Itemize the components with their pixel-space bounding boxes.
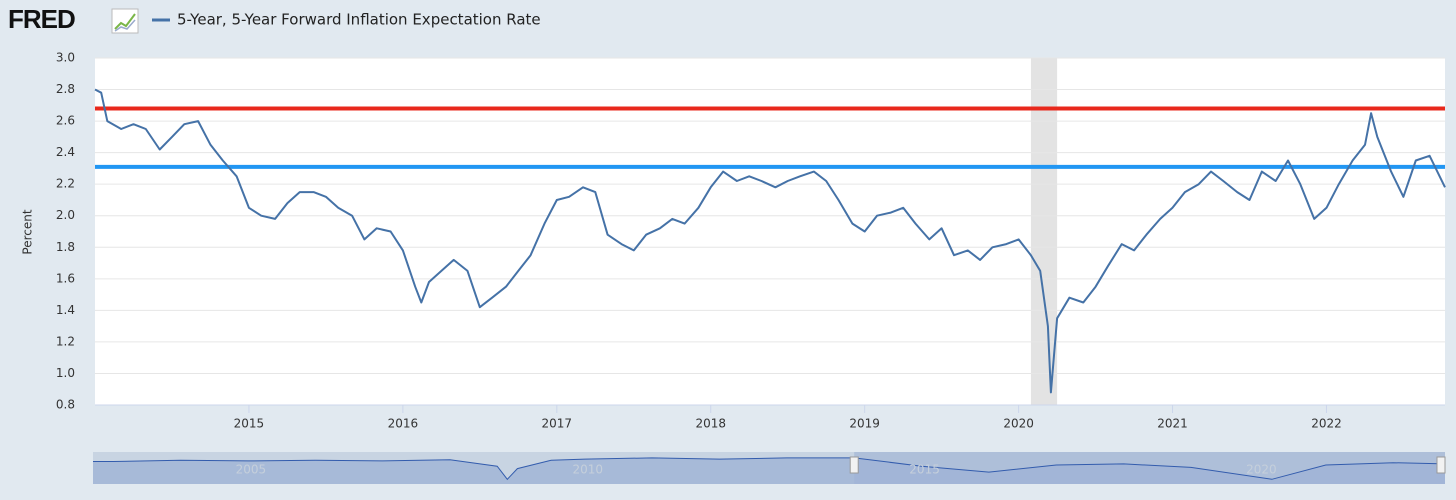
x-tick-label: 2022 [1311, 417, 1342, 431]
legend-label: 5-Year, 5-Year Forward Inflation Expecta… [177, 11, 541, 29]
navigator-tick-label: 2015 [909, 463, 940, 477]
y-axis-label: Percent [21, 209, 35, 254]
y-tick-label: 1.8 [56, 240, 75, 254]
navigator-line [93, 457, 1446, 481]
x-tick-label: 2016 [388, 417, 419, 431]
x-tick-label: 2018 [695, 417, 726, 431]
y-tick-label: 1.2 [56, 334, 75, 348]
plot-area [95, 58, 1445, 405]
y-tick-label: 2.0 [56, 208, 75, 222]
y-tick-label: 2.6 [56, 114, 75, 128]
y-tick-label: 1.0 [56, 366, 75, 380]
navigator-handle [1436, 456, 1446, 474]
x-tick-label: 2017 [542, 417, 573, 431]
x-tick-label: 2020 [1003, 417, 1034, 431]
x-tick-label: 2019 [849, 417, 880, 431]
navigator-tick-label: 2020 [1246, 463, 1277, 477]
navigator: 2005 2010 2015 2020 [93, 452, 1446, 484]
navigator-handle [849, 456, 859, 474]
y-tick-label: 1.6 [56, 271, 75, 285]
recession-shading [1030, 58, 1058, 405]
x-tick-label: 2021 [1157, 417, 1188, 431]
y-tick-label: 0.8 [56, 398, 75, 412]
y-tick-label: 2.8 [56, 82, 75, 96]
series-line [94, 88, 1446, 394]
y-tick-label: 3.0 [56, 51, 75, 65]
navigator-tick-label: 2005 [236, 463, 267, 477]
y-tick-label: 2.2 [56, 177, 75, 191]
navigator-tick-label: 2010 [572, 463, 603, 477]
y-tick-label: 1.4 [56, 303, 75, 317]
logo: FRED [8, 4, 75, 34]
logo-icon [111, 8, 139, 34]
y-tick-label: 2.4 [56, 145, 75, 159]
x-tick-label: 2015 [234, 417, 265, 431]
